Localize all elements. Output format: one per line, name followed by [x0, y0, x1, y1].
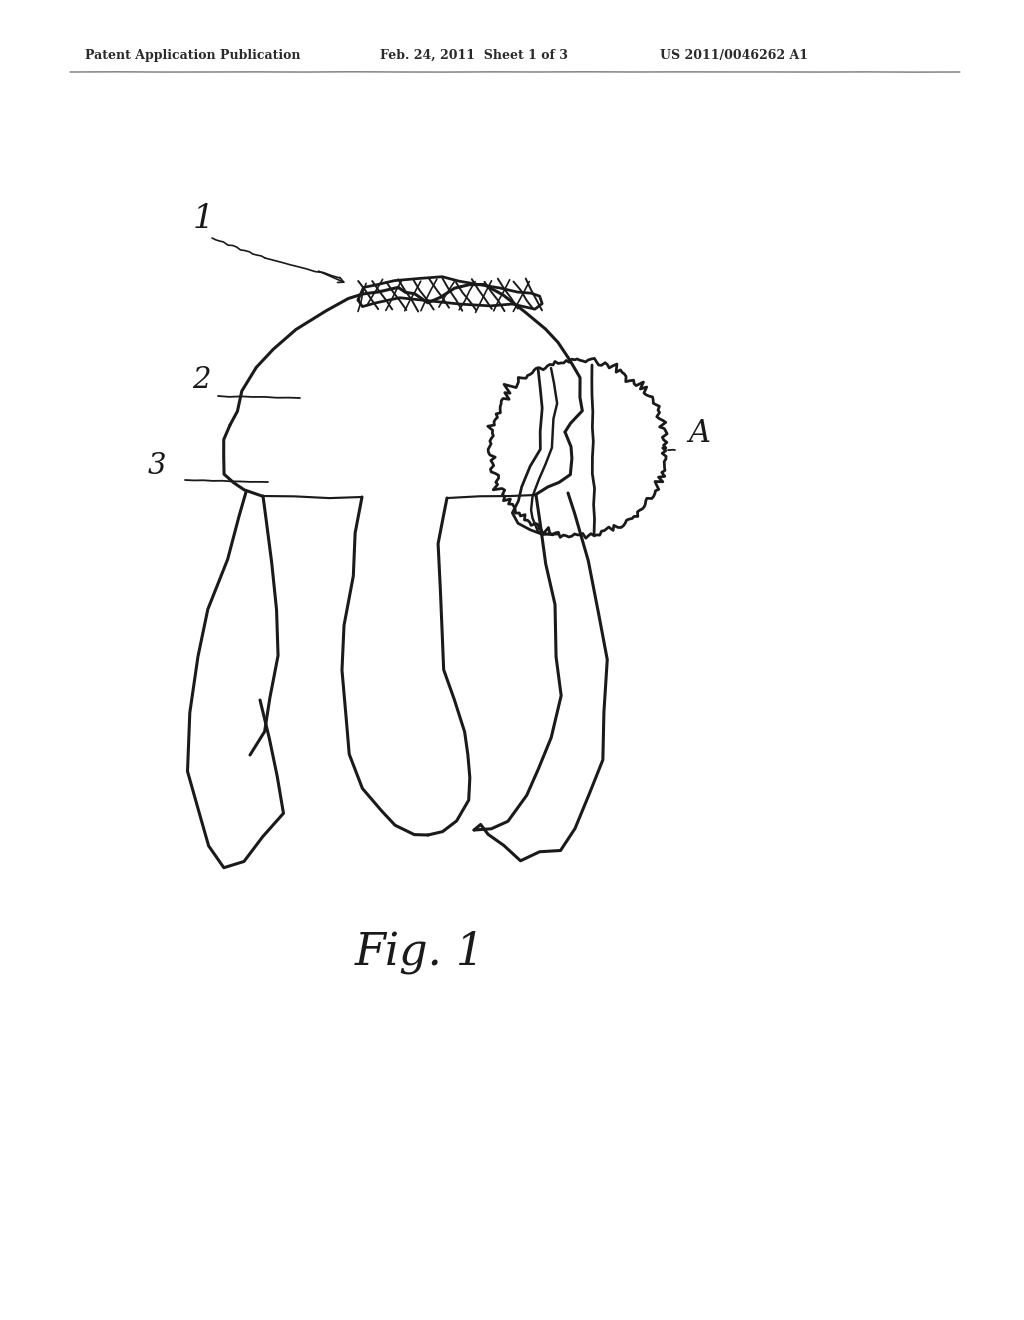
Text: 1: 1	[193, 203, 214, 235]
Text: 2: 2	[193, 366, 211, 393]
Text: Fig. 1: Fig. 1	[355, 931, 485, 974]
Text: A: A	[688, 418, 710, 449]
Text: Feb. 24, 2011  Sheet 1 of 3: Feb. 24, 2011 Sheet 1 of 3	[380, 49, 568, 62]
Text: Patent Application Publication: Patent Application Publication	[85, 49, 300, 62]
Text: 3: 3	[148, 451, 167, 480]
Text: US 2011/0046262 A1: US 2011/0046262 A1	[660, 49, 808, 62]
